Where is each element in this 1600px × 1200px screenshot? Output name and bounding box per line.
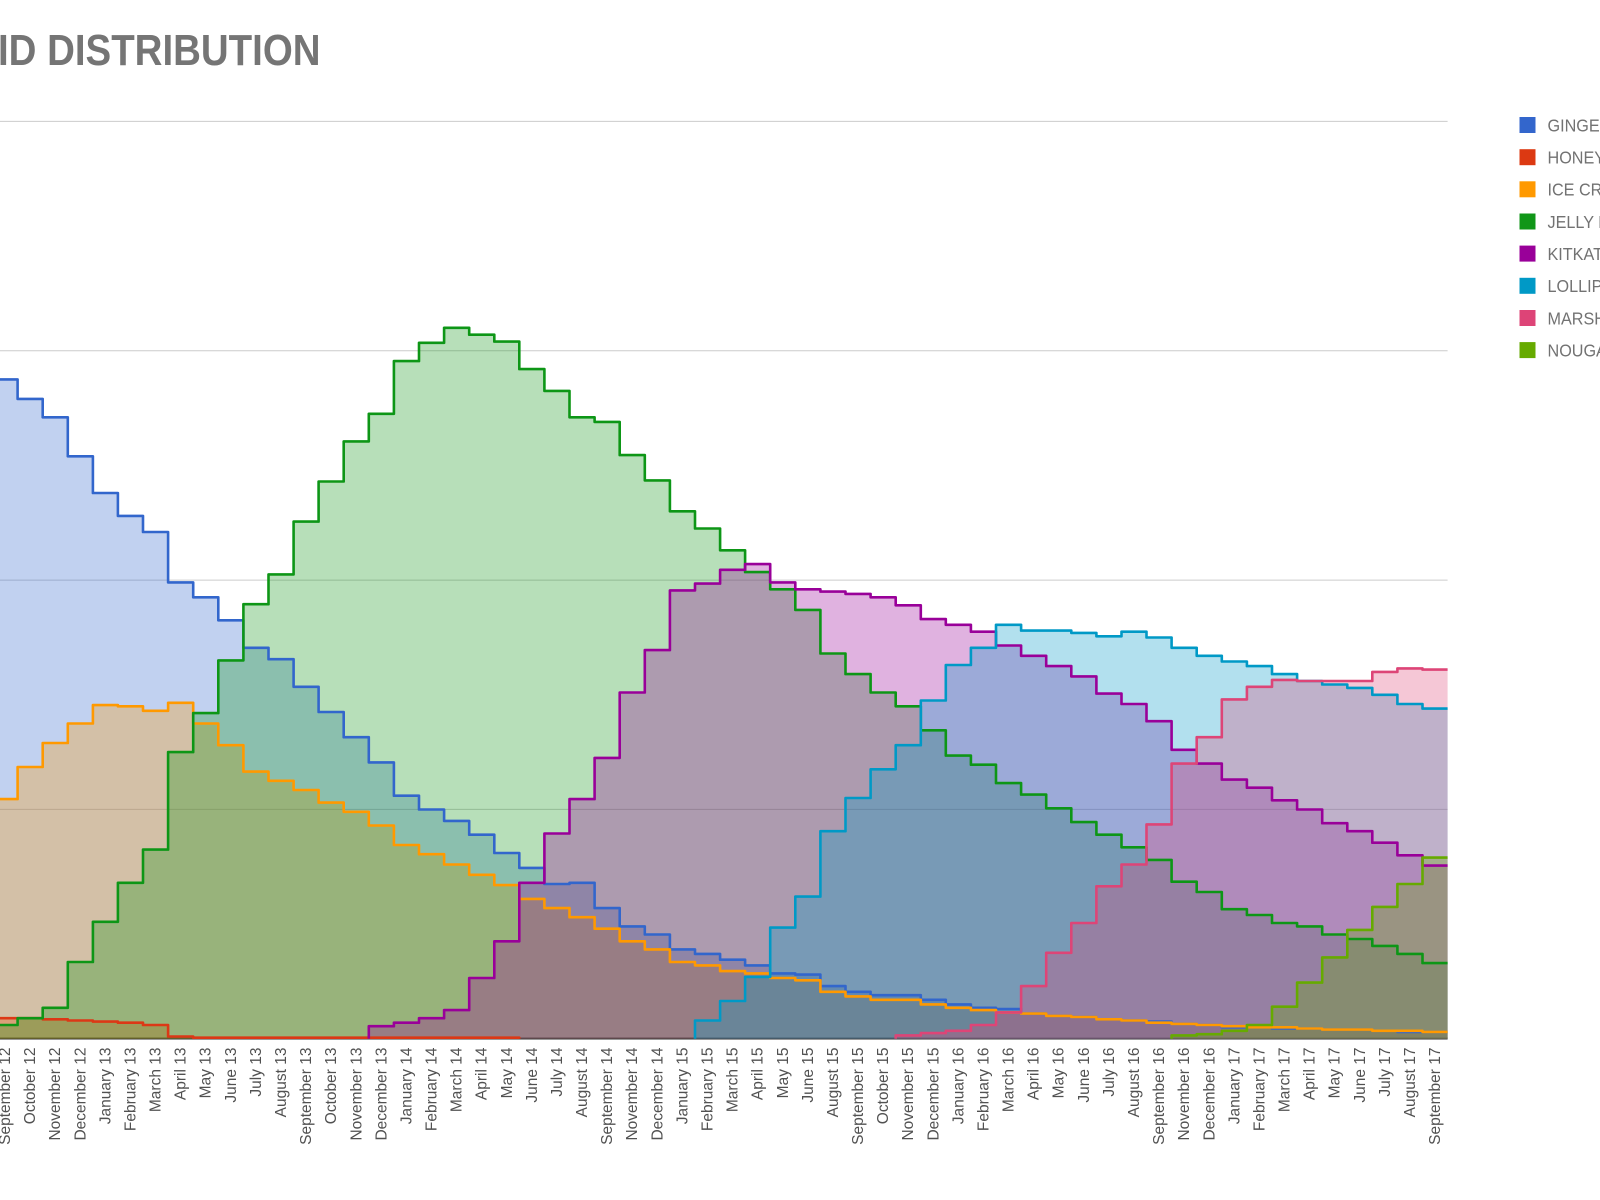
svg-text:May 14: May 14 <box>499 1047 516 1098</box>
svg-text:April 17: April 17 <box>1302 1048 1319 1101</box>
svg-text:LOLLIPOP: LOLLIPOP <box>1548 276 1600 296</box>
svg-text:June 14: June 14 <box>524 1047 541 1103</box>
svg-text:January 13: January 13 <box>97 1048 114 1125</box>
svg-text:July 14: July 14 <box>549 1047 566 1096</box>
svg-text:May 16: May 16 <box>1051 1048 1068 1099</box>
svg-text:March 14: March 14 <box>449 1047 466 1112</box>
svg-text:February 14: February 14 <box>424 1047 441 1131</box>
svg-text:June 15: June 15 <box>800 1048 817 1103</box>
svg-text:April 15: April 15 <box>750 1048 767 1101</box>
svg-text:ICE CREAM SANDWICH: ICE CREAM SANDWICH <box>1548 180 1600 200</box>
svg-text:November 12: November 12 <box>47 1048 64 1141</box>
svg-text:December 15: December 15 <box>925 1048 942 1141</box>
svg-text:NOUGAT: NOUGAT <box>1548 341 1600 361</box>
svg-text:May 15: May 15 <box>775 1048 792 1099</box>
svg-text:October 13: October 13 <box>323 1048 340 1125</box>
svg-text:July 17: July 17 <box>1377 1048 1394 1097</box>
svg-text:September 14: September 14 <box>599 1047 616 1145</box>
svg-text:March 15: March 15 <box>725 1048 742 1113</box>
svg-text:September 12: September 12 <box>0 1048 14 1145</box>
svg-text:September 17: September 17 <box>1427 1048 1444 1145</box>
svg-text:February 13: February 13 <box>123 1048 140 1132</box>
svg-text:March 13: March 13 <box>148 1048 165 1113</box>
svg-text:January 16: January 16 <box>950 1048 967 1125</box>
svg-text:January 14: January 14 <box>399 1047 416 1124</box>
svg-text:KITKAT: KITKAT <box>1548 244 1600 264</box>
svg-text:November 16: November 16 <box>1176 1048 1193 1141</box>
svg-text:HONEYCOMB: HONEYCOMB <box>1548 148 1600 168</box>
svg-text:August 13: August 13 <box>273 1048 290 1118</box>
svg-text:April 16: April 16 <box>1026 1048 1043 1101</box>
svg-text:June 17: June 17 <box>1352 1048 1369 1103</box>
svg-text:GINGERBREAD: GINGERBREAD <box>1548 116 1600 136</box>
svg-text:December 14: December 14 <box>649 1047 666 1140</box>
svg-text:JELLY BEAN: JELLY BEAN <box>1548 212 1600 232</box>
svg-text:June 13: June 13 <box>223 1048 240 1103</box>
svg-text:November 14: November 14 <box>624 1047 641 1140</box>
svg-text:April 14: April 14 <box>474 1047 491 1100</box>
svg-text:May 13: May 13 <box>198 1048 215 1099</box>
svg-text:ANDROID DISTRIBUTION: ANDROID DISTRIBUTION <box>0 26 320 75</box>
svg-text:January 15: January 15 <box>674 1048 691 1125</box>
svg-text:October 12: October 12 <box>22 1048 39 1125</box>
svg-text:MARSHMALLOW: MARSHMALLOW <box>1548 309 1600 329</box>
svg-text:December 13: December 13 <box>373 1048 390 1141</box>
svg-text:September 15: September 15 <box>850 1048 867 1145</box>
svg-text:August 16: August 16 <box>1126 1048 1143 1118</box>
svg-text:February 15: February 15 <box>700 1048 717 1132</box>
svg-text:March 16: March 16 <box>1001 1048 1018 1113</box>
svg-text:February 17: February 17 <box>1251 1048 1268 1132</box>
svg-text:October 15: October 15 <box>875 1048 892 1125</box>
svg-text:August 14: August 14 <box>574 1047 591 1117</box>
svg-text:August 15: August 15 <box>825 1048 842 1118</box>
svg-text:February 16: February 16 <box>976 1048 993 1132</box>
svg-text:January 17: January 17 <box>1226 1048 1243 1125</box>
svg-text:November 15: November 15 <box>900 1048 917 1141</box>
svg-text:March 17: March 17 <box>1277 1048 1294 1113</box>
svg-text:September 16: September 16 <box>1151 1048 1168 1145</box>
svg-text:December 12: December 12 <box>72 1048 89 1141</box>
svg-text:August 17: August 17 <box>1402 1048 1419 1118</box>
svg-text:September 13: September 13 <box>298 1048 315 1145</box>
svg-text:May 17: May 17 <box>1327 1048 1344 1099</box>
svg-text:April 13: April 13 <box>173 1048 190 1101</box>
svg-text:July 13: July 13 <box>248 1048 265 1097</box>
svg-text:July 16: July 16 <box>1101 1048 1118 1097</box>
svg-text:December 16: December 16 <box>1201 1048 1218 1141</box>
svg-text:June 16: June 16 <box>1076 1048 1093 1103</box>
svg-text:November 13: November 13 <box>348 1048 365 1141</box>
